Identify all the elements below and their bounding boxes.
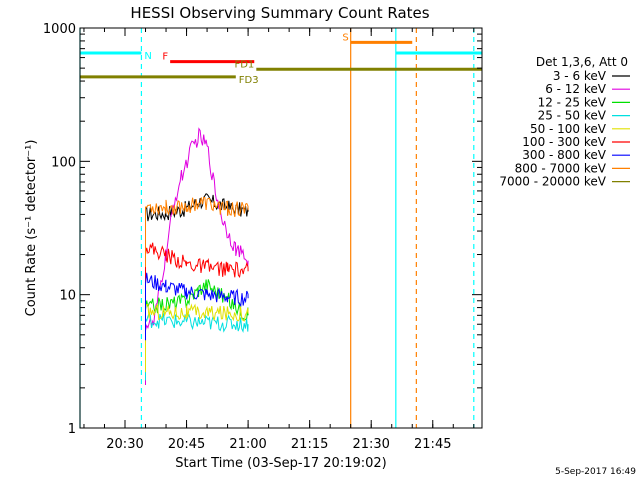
y-axis-label: Count Rate (s⁻¹ detector⁻¹) xyxy=(24,140,39,317)
series-line-2 xyxy=(145,279,249,369)
chart-title: HESSI Observing Summary Count Rates xyxy=(130,4,429,22)
legend-label-8: 7000 - 20000 keV xyxy=(499,175,606,189)
legend-title: Det 1,3,6, Att 0 xyxy=(536,55,628,69)
legend-label-6: 300 - 800 keV xyxy=(522,148,606,162)
y-tick-label-1: 10 xyxy=(59,289,76,304)
x-tick-label-5: 21:45 xyxy=(414,437,451,452)
series-line-4 xyxy=(145,303,249,373)
y-tick-label-3: 1000 xyxy=(43,22,76,37)
y-tick-label-0: 1 xyxy=(68,422,76,437)
series-line-5 xyxy=(145,242,249,308)
series-line-7 xyxy=(145,196,249,268)
flag-label-3: FD3 xyxy=(239,75,259,86)
x-tick-label-0: 20:30 xyxy=(106,437,143,452)
flag-label-1: F xyxy=(162,52,168,63)
series-line-1 xyxy=(145,127,249,385)
time-markers xyxy=(79,28,475,428)
plot-frame xyxy=(79,27,483,429)
x-tick-label-4: 21:30 xyxy=(352,437,389,452)
legend-label-1: 6 - 12 keV xyxy=(545,82,607,96)
x-tick-label-3: 21:15 xyxy=(291,437,328,452)
x-tick-label-1: 20:45 xyxy=(168,437,205,452)
legend-label-5: 100 - 300 keV xyxy=(522,135,606,149)
series-line-6 xyxy=(145,272,249,341)
legend-label-0: 3 - 6 keV xyxy=(553,69,607,83)
legend-label-2: 12 - 25 keV xyxy=(538,95,607,109)
y-tick-label-2: 100 xyxy=(51,155,76,170)
x-axis-ticks: 20:30 20:45 21:00 21:15 21:30 21:45 xyxy=(83,28,475,452)
flag-label-2: FD1 xyxy=(234,59,254,70)
x-tick-label-2: 21:00 xyxy=(229,437,266,452)
legend-label-3: 25 - 50 keV xyxy=(538,109,607,123)
footer-date: 5-Sep-2017 16:49 xyxy=(555,467,636,477)
y-axis-ticks: 1 10 100 1000 xyxy=(43,22,482,437)
series-lines xyxy=(145,127,249,385)
legend-label-7: 800 - 7000 keV xyxy=(515,161,607,175)
series-line-3 xyxy=(145,312,249,381)
legend-label-4: 50 - 100 keV xyxy=(530,122,607,136)
flag-label-0: N xyxy=(144,51,151,62)
flag-bars: N F FD1 FD3 S xyxy=(80,32,482,86)
x-axis-label: Start Time (03-Sep-17 20:19:02) xyxy=(175,456,386,471)
flag-label-4: S xyxy=(342,32,348,43)
